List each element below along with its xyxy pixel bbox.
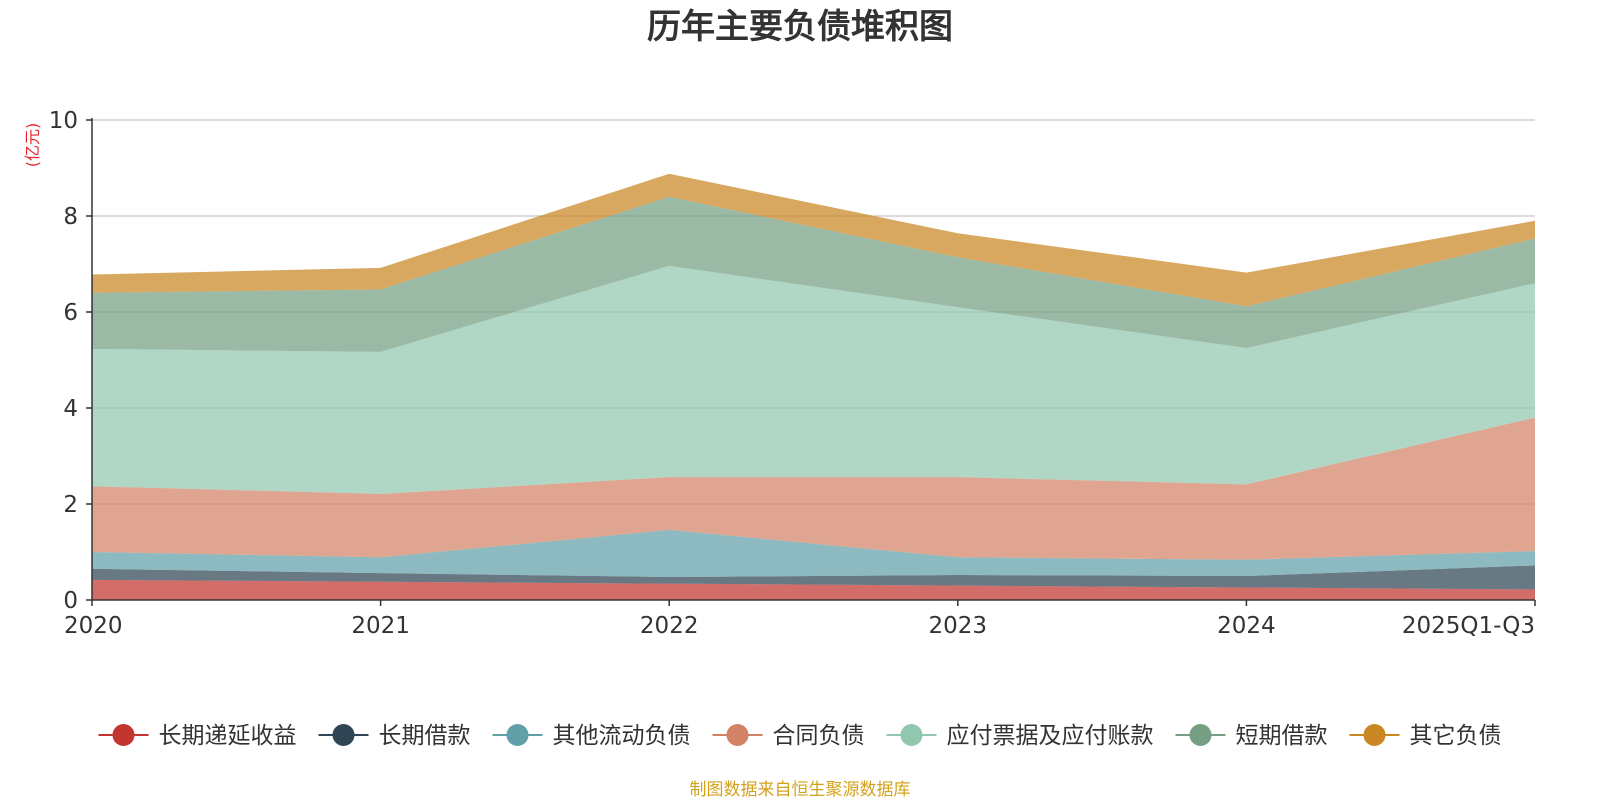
- legend-item-2[interactable]: 长期借款: [318, 723, 471, 749]
- y-tick-label: 4: [63, 396, 78, 422]
- area-series-5: [92, 265, 1535, 494]
- legend-item-4[interactable]: 合同负债: [712, 723, 865, 749]
- legend-label: 长期递延收益: [159, 723, 297, 749]
- legend-item-6[interactable]: 短期借款: [1175, 723, 1328, 749]
- x-tick-label: 2023: [929, 613, 988, 639]
- legend-label: 其他流动负债: [553, 723, 691, 749]
- y-tick-label: 8: [63, 204, 78, 230]
- y-tick-label: 2: [63, 492, 78, 518]
- legend-dot-icon: [332, 724, 355, 746]
- area-series-group: [92, 173, 1535, 600]
- y-tick-label: 10: [49, 108, 78, 134]
- data-source-note: 制图数据来自恒生聚源数据库: [690, 780, 911, 800]
- legend-dot-icon: [506, 724, 529, 746]
- y-axis-label: (亿元): [23, 123, 42, 168]
- area-series-4: [92, 417, 1535, 560]
- y-tick-label: 0: [63, 588, 78, 614]
- legend-item-5[interactable]: 应付票据及应付账款: [886, 723, 1154, 749]
- area-series-2: [92, 565, 1535, 590]
- legend-item-7[interactable]: 其它负债: [1349, 723, 1502, 749]
- legend[interactable]: 长期递延收益 长期借款 其他流动负债 合同负债 应付票据及应付账款 短期借款 其它负债: [98, 723, 1502, 749]
- legend-label: 合同负债: [773, 723, 865, 749]
- area-series-7: [92, 173, 1535, 307]
- legend-dot-icon: [900, 724, 923, 746]
- x-tick-label: 2021: [351, 613, 410, 639]
- x-tick-label: 2024: [1217, 613, 1276, 639]
- chart-title: 历年主要负债堆积图: [647, 7, 953, 47]
- area-series-3: [92, 529, 1535, 577]
- x-tick-label: 2020: [64, 613, 123, 639]
- x-tick-label: 2022: [640, 613, 699, 639]
- legend-label: 应付票据及应付账款: [947, 723, 1154, 749]
- axes: 0 2 4 6 8 10 2020 2021 2022 2023 2024 2025Q1-Q3: [49, 108, 1536, 639]
- legend-item-3[interactable]: 其他流动负债: [492, 723, 691, 749]
- y-tick-label: 6: [63, 300, 78, 326]
- legend-dot-icon: [112, 724, 135, 746]
- legend-item-1[interactable]: 长期递延收益: [98, 723, 297, 749]
- legend-label: 其它负债: [1410, 723, 1502, 749]
- area-series-6: [92, 196, 1535, 352]
- legend-dot-icon: [726, 724, 749, 746]
- legend-dot-icon: [1189, 724, 1212, 746]
- x-tick-label: 2025Q1-Q3: [1402, 613, 1535, 639]
- legend-label: 长期借款: [379, 723, 471, 749]
- area-series-1: [92, 579, 1535, 600]
- legend-label: 短期借款: [1236, 723, 1328, 749]
- legend-dot-icon: [1363, 724, 1386, 746]
